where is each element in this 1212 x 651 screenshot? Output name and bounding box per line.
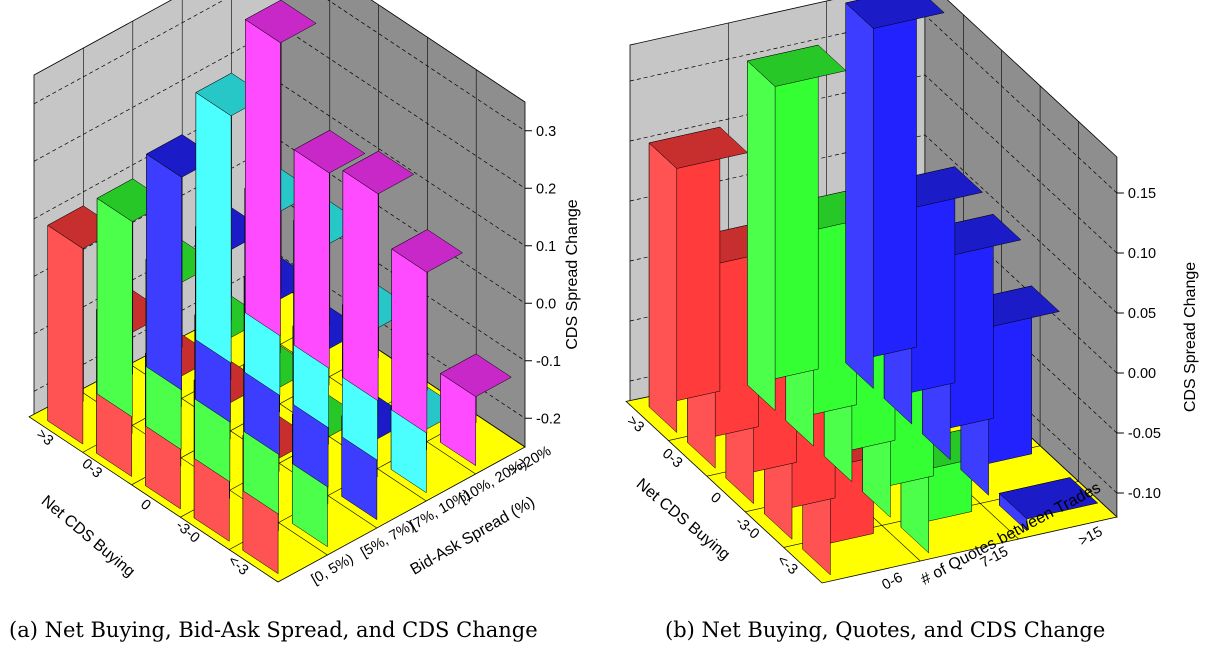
z-tick-label: -0.05 <box>1128 426 1161 442</box>
bar-2-0 <box>146 134 218 391</box>
z-tick-label: -0.1 <box>536 354 561 370</box>
bar-side-face <box>245 19 281 337</box>
z-gridline <box>33 0 526 132</box>
bar-side-face <box>293 149 330 369</box>
x-tick-label: 0 <box>137 497 153 514</box>
z-gridline <box>629 134 1118 314</box>
z-tick-label: 0.00 <box>1128 366 1156 382</box>
bar-top-face <box>293 129 366 174</box>
bar-4-0 <box>244 0 317 337</box>
bar-2-4 <box>998 477 1099 532</box>
bar-side-face <box>47 224 84 445</box>
z-tick-label: -0.10 <box>1128 486 1161 502</box>
bar-top-face <box>391 229 463 273</box>
z-tick-label: 0.10 <box>1128 246 1156 262</box>
bar-4-1 <box>293 129 366 369</box>
bar-2-0 <box>845 0 945 390</box>
z-axis-label: CDS Spread Change <box>1182 262 1199 412</box>
depth-tick-label: 0-6 <box>880 570 906 594</box>
bar-1-0 <box>746 44 847 412</box>
bar-top-face <box>998 477 1099 520</box>
bar-0-0 <box>648 126 749 434</box>
bar-side-face <box>845 2 874 390</box>
x-axis-label: Net CDS Buying <box>38 493 138 581</box>
caption-b: (b) Net Buying, Quotes, and CDS Change <box>665 618 1105 642</box>
bar-side-face <box>195 92 232 364</box>
bar-top-face <box>440 353 512 397</box>
depth-axis-label: Bid-Ask Spread (%) <box>408 494 538 579</box>
bar-4-3 <box>391 229 463 434</box>
x-tick-label: 0 <box>707 490 723 507</box>
bar-side-face <box>747 60 776 412</box>
bar-side-face <box>146 153 182 391</box>
bar-1-0 <box>96 178 169 418</box>
z-tick-label: 0.3 <box>536 124 556 140</box>
z-tick-label: 0.0 <box>536 296 556 312</box>
bar-4-4 <box>440 353 512 467</box>
z-axis-label: CDS Spread Change <box>564 199 581 349</box>
bar-side-face <box>391 248 428 434</box>
z-tick-label: 0.05 <box>1128 306 1156 322</box>
bar-top-face <box>845 0 945 29</box>
z-tick-label: 0.2 <box>536 181 556 197</box>
bar-side-face <box>648 142 678 434</box>
z-gridline <box>629 74 1118 254</box>
bar-top-face <box>342 150 415 195</box>
bar-top-face <box>244 0 317 44</box>
z-tick-label: 0.1 <box>536 239 556 255</box>
bar-4-2 <box>342 150 415 402</box>
depth-tick-label: >15 <box>1076 524 1105 550</box>
z-tick-label: 0.15 <box>1128 186 1156 202</box>
z-tick-label: -0.2 <box>536 411 561 427</box>
bar-side-face <box>96 197 133 418</box>
bar-side-face <box>342 170 379 402</box>
caption-a: (a) Net Buying, Bid-Ask Spread, and CDS … <box>9 618 538 642</box>
bar-0-0 <box>47 205 119 445</box>
chart-b: 0.15 0.10 0.05 0.00 -0.05 -0.10 CDS Spread Cha… <box>624 0 1199 594</box>
